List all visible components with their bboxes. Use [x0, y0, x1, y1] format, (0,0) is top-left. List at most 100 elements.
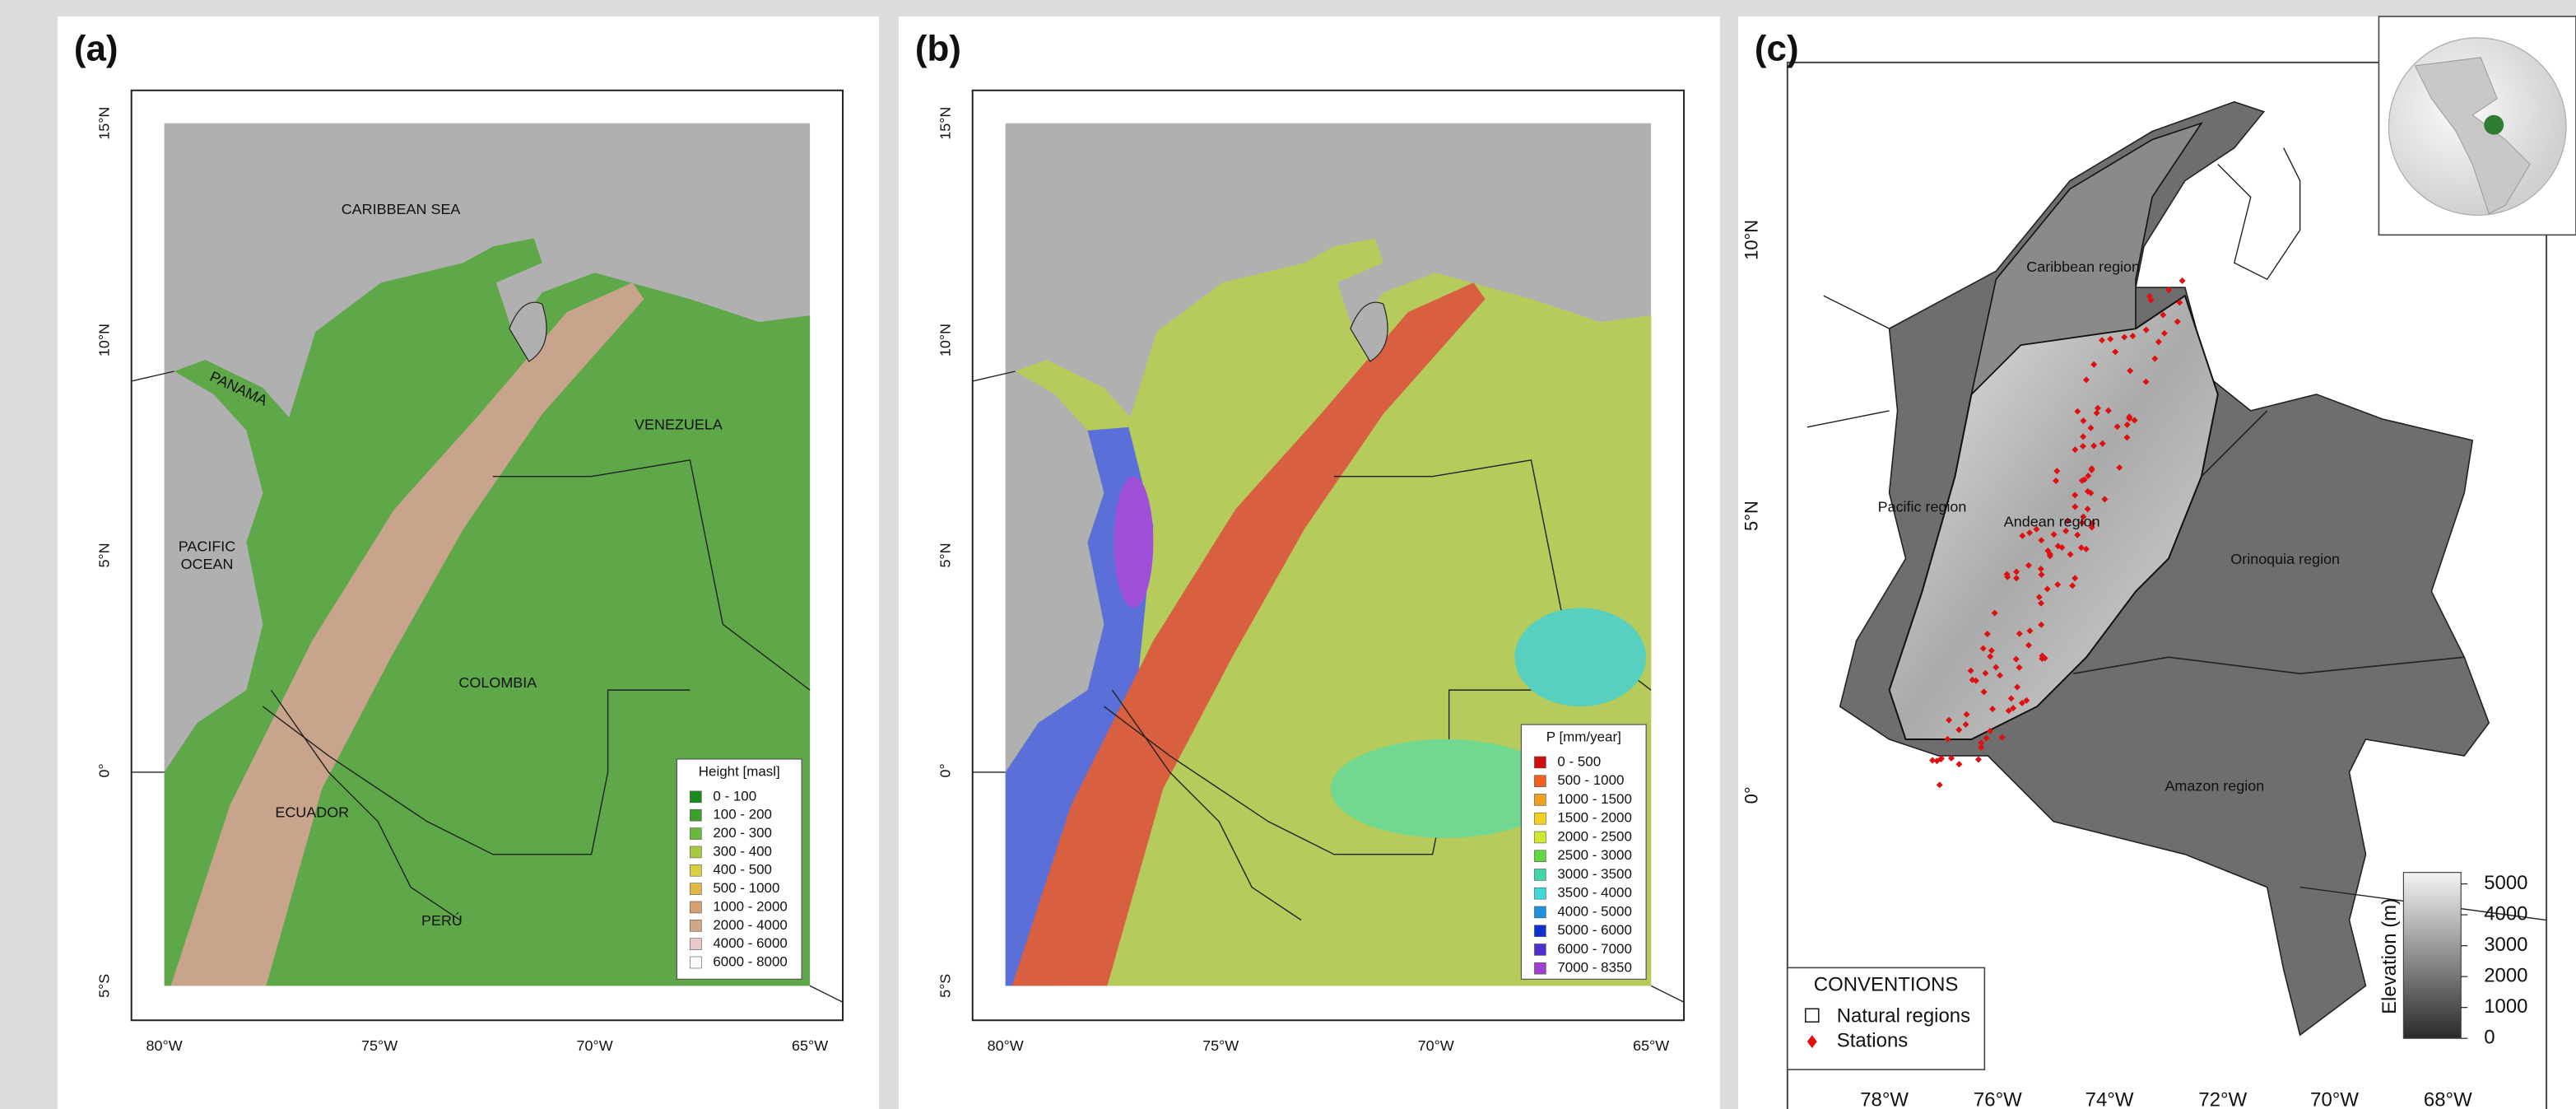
lon-label: 74°W	[2085, 1088, 2134, 1109]
legend-title: Height [masl]	[699, 763, 780, 779]
lon-label: 70°W	[2310, 1088, 2359, 1109]
lat-label: 0°	[1741, 786, 1762, 804]
legend-swatch	[690, 902, 701, 913]
legend-item: 4000 - 6000	[713, 935, 788, 951]
legend-item: 200 - 300	[713, 825, 772, 841]
legend-item: 2000 - 4000	[713, 917, 788, 933]
legend-swatch	[1534, 813, 1546, 824]
lat-label: 5°N	[96, 543, 113, 567]
lon-label: 75°W	[1202, 1037, 1239, 1054]
legend-swatch	[690, 846, 701, 858]
legend-swatch	[1534, 944, 1546, 955]
legend-item: 0 - 100	[713, 788, 756, 804]
lat-label: 15°N	[937, 107, 954, 140]
colorbar-tick-label: 0	[2484, 1027, 2495, 1049]
colorbar-tick-label: 3000	[2484, 934, 2527, 956]
legend-swatch	[1534, 794, 1546, 805]
place-label: VENEZUELA	[635, 417, 723, 433]
precip-zone	[1514, 608, 1646, 706]
lat-label: 10°N	[937, 324, 954, 356]
place-label: PERÚ	[421, 911, 463, 929]
colorbar-tick-label: 1000	[2484, 995, 2527, 1018]
legend-item: 0 - 500	[1557, 753, 1601, 769]
place-label: OCEAN	[181, 556, 234, 572]
lat-label: 5°N	[1741, 501, 1762, 531]
page: 15°N 10°N 5°N 0° 5°S 80°W 75°W 70°W 65°W (a) 15°N 1…	[0, 0, 2576, 1109]
lon-label: 65°W	[1633, 1037, 1669, 1054]
lon-label: 76°W	[1974, 1088, 2022, 1109]
lat-label: 0°	[96, 763, 113, 777]
legend-swatch	[1534, 757, 1546, 768]
legend-item: 6000 - 7000	[1557, 941, 1632, 957]
legend-item: 3000 - 3500	[1557, 866, 1632, 882]
figure: 15°N 10°N 5°N 0° 5°S 80°W 75°W 70°W 65°W (a) 15°N 1…	[0, 0, 2576, 1109]
legend-swatch	[1534, 962, 1546, 974]
place-label: PACIFIC	[179, 538, 236, 554]
lon-label: 80°W	[146, 1037, 183, 1054]
legend-item: 1500 - 2000	[1557, 810, 1632, 826]
region-label: Orinoquia region	[2230, 551, 2340, 567]
colorbar-tick-label: 5000	[2484, 872, 2527, 894]
legend-swatch	[1534, 925, 1546, 937]
legend-item: 400 - 500	[713, 862, 772, 878]
legend-item: 1000 - 2000	[713, 898, 788, 914]
panel-label: (b)	[915, 28, 961, 68]
lon-label: 70°W	[577, 1037, 613, 1054]
lon-label: 80°W	[988, 1037, 1024, 1054]
legend-swatch	[1534, 776, 1546, 787]
precip-zone	[1114, 477, 1153, 608]
legend-item: 500 - 1000	[713, 880, 779, 896]
legend-swatch	[690, 791, 701, 803]
conventions-item: Stations	[1837, 1030, 1909, 1052]
region-label: Caribbean region	[2026, 259, 2140, 275]
legend-swatch	[1534, 850, 1546, 862]
region-label: Amazon region	[2164, 778, 2264, 794]
panel-label: (c)	[1755, 28, 1799, 68]
legend-swatch	[690, 920, 701, 931]
legend-item: 2500 - 3000	[1557, 847, 1632, 863]
legend-item: 300 - 400	[713, 843, 772, 859]
colorbar	[2403, 873, 2461, 1039]
place-label: CARIBBEAN SEA	[342, 201, 461, 217]
legend-item: 3500 - 4000	[1557, 885, 1632, 901]
legend-swatch	[1534, 832, 1546, 843]
legend-item: 500 - 1000	[1557, 772, 1624, 788]
legend-swatch	[690, 939, 701, 950]
lon-label: 72°W	[2198, 1088, 2247, 1109]
lon-label: 70°W	[1418, 1037, 1454, 1054]
lon-label: 65°W	[792, 1037, 828, 1054]
legend-item: 5000 - 6000	[1557, 922, 1632, 938]
lat-label: 15°N	[96, 107, 113, 140]
legend-item: 100 - 200	[713, 807, 772, 822]
legend-item: 4000 - 5000	[1557, 903, 1632, 919]
lat-label: 10°N	[96, 324, 113, 356]
legend-item: 2000 - 2500	[1557, 828, 1632, 844]
colorbar-tick-label: 4000	[2484, 902, 2527, 925]
lat-label: 10°N	[1741, 220, 1762, 260]
lon-label: 68°W	[2424, 1088, 2472, 1109]
legend-item: 6000 - 8000	[713, 953, 788, 969]
colorbar-tick-label: 2000	[2484, 964, 2527, 986]
conventions-item: Natural regions	[1837, 1005, 1970, 1027]
conventions-title: CONVENTIONS	[1814, 974, 1959, 996]
place-label: ECUADOR	[275, 804, 349, 821]
region-label: Pacific region	[1878, 498, 1967, 515]
legend-item: 1000 - 1500	[1557, 791, 1632, 807]
legend-swatch	[690, 809, 701, 821]
region-label: Andean region	[2004, 513, 2100, 529]
legend-swatch	[690, 883, 701, 895]
panel-label: (a)	[74, 28, 119, 68]
legend-swatch	[1534, 869, 1546, 880]
lat-label: 5°S	[96, 974, 113, 998]
legend-swatch	[690, 864, 701, 876]
lat-label: 5°N	[937, 543, 954, 567]
legend-swatch	[690, 828, 701, 840]
place-label: COLOMBIA	[458, 674, 537, 691]
lon-label: 78°W	[1860, 1088, 1909, 1109]
highlight	[2484, 115, 2504, 135]
legend-title: P [mm/year]	[1546, 729, 1621, 744]
colorbar-title: Elevation (m)	[2378, 898, 2401, 1014]
lat-label: 5°S	[937, 974, 954, 998]
legend-swatch	[1534, 888, 1546, 899]
lon-label: 75°W	[361, 1037, 398, 1054]
